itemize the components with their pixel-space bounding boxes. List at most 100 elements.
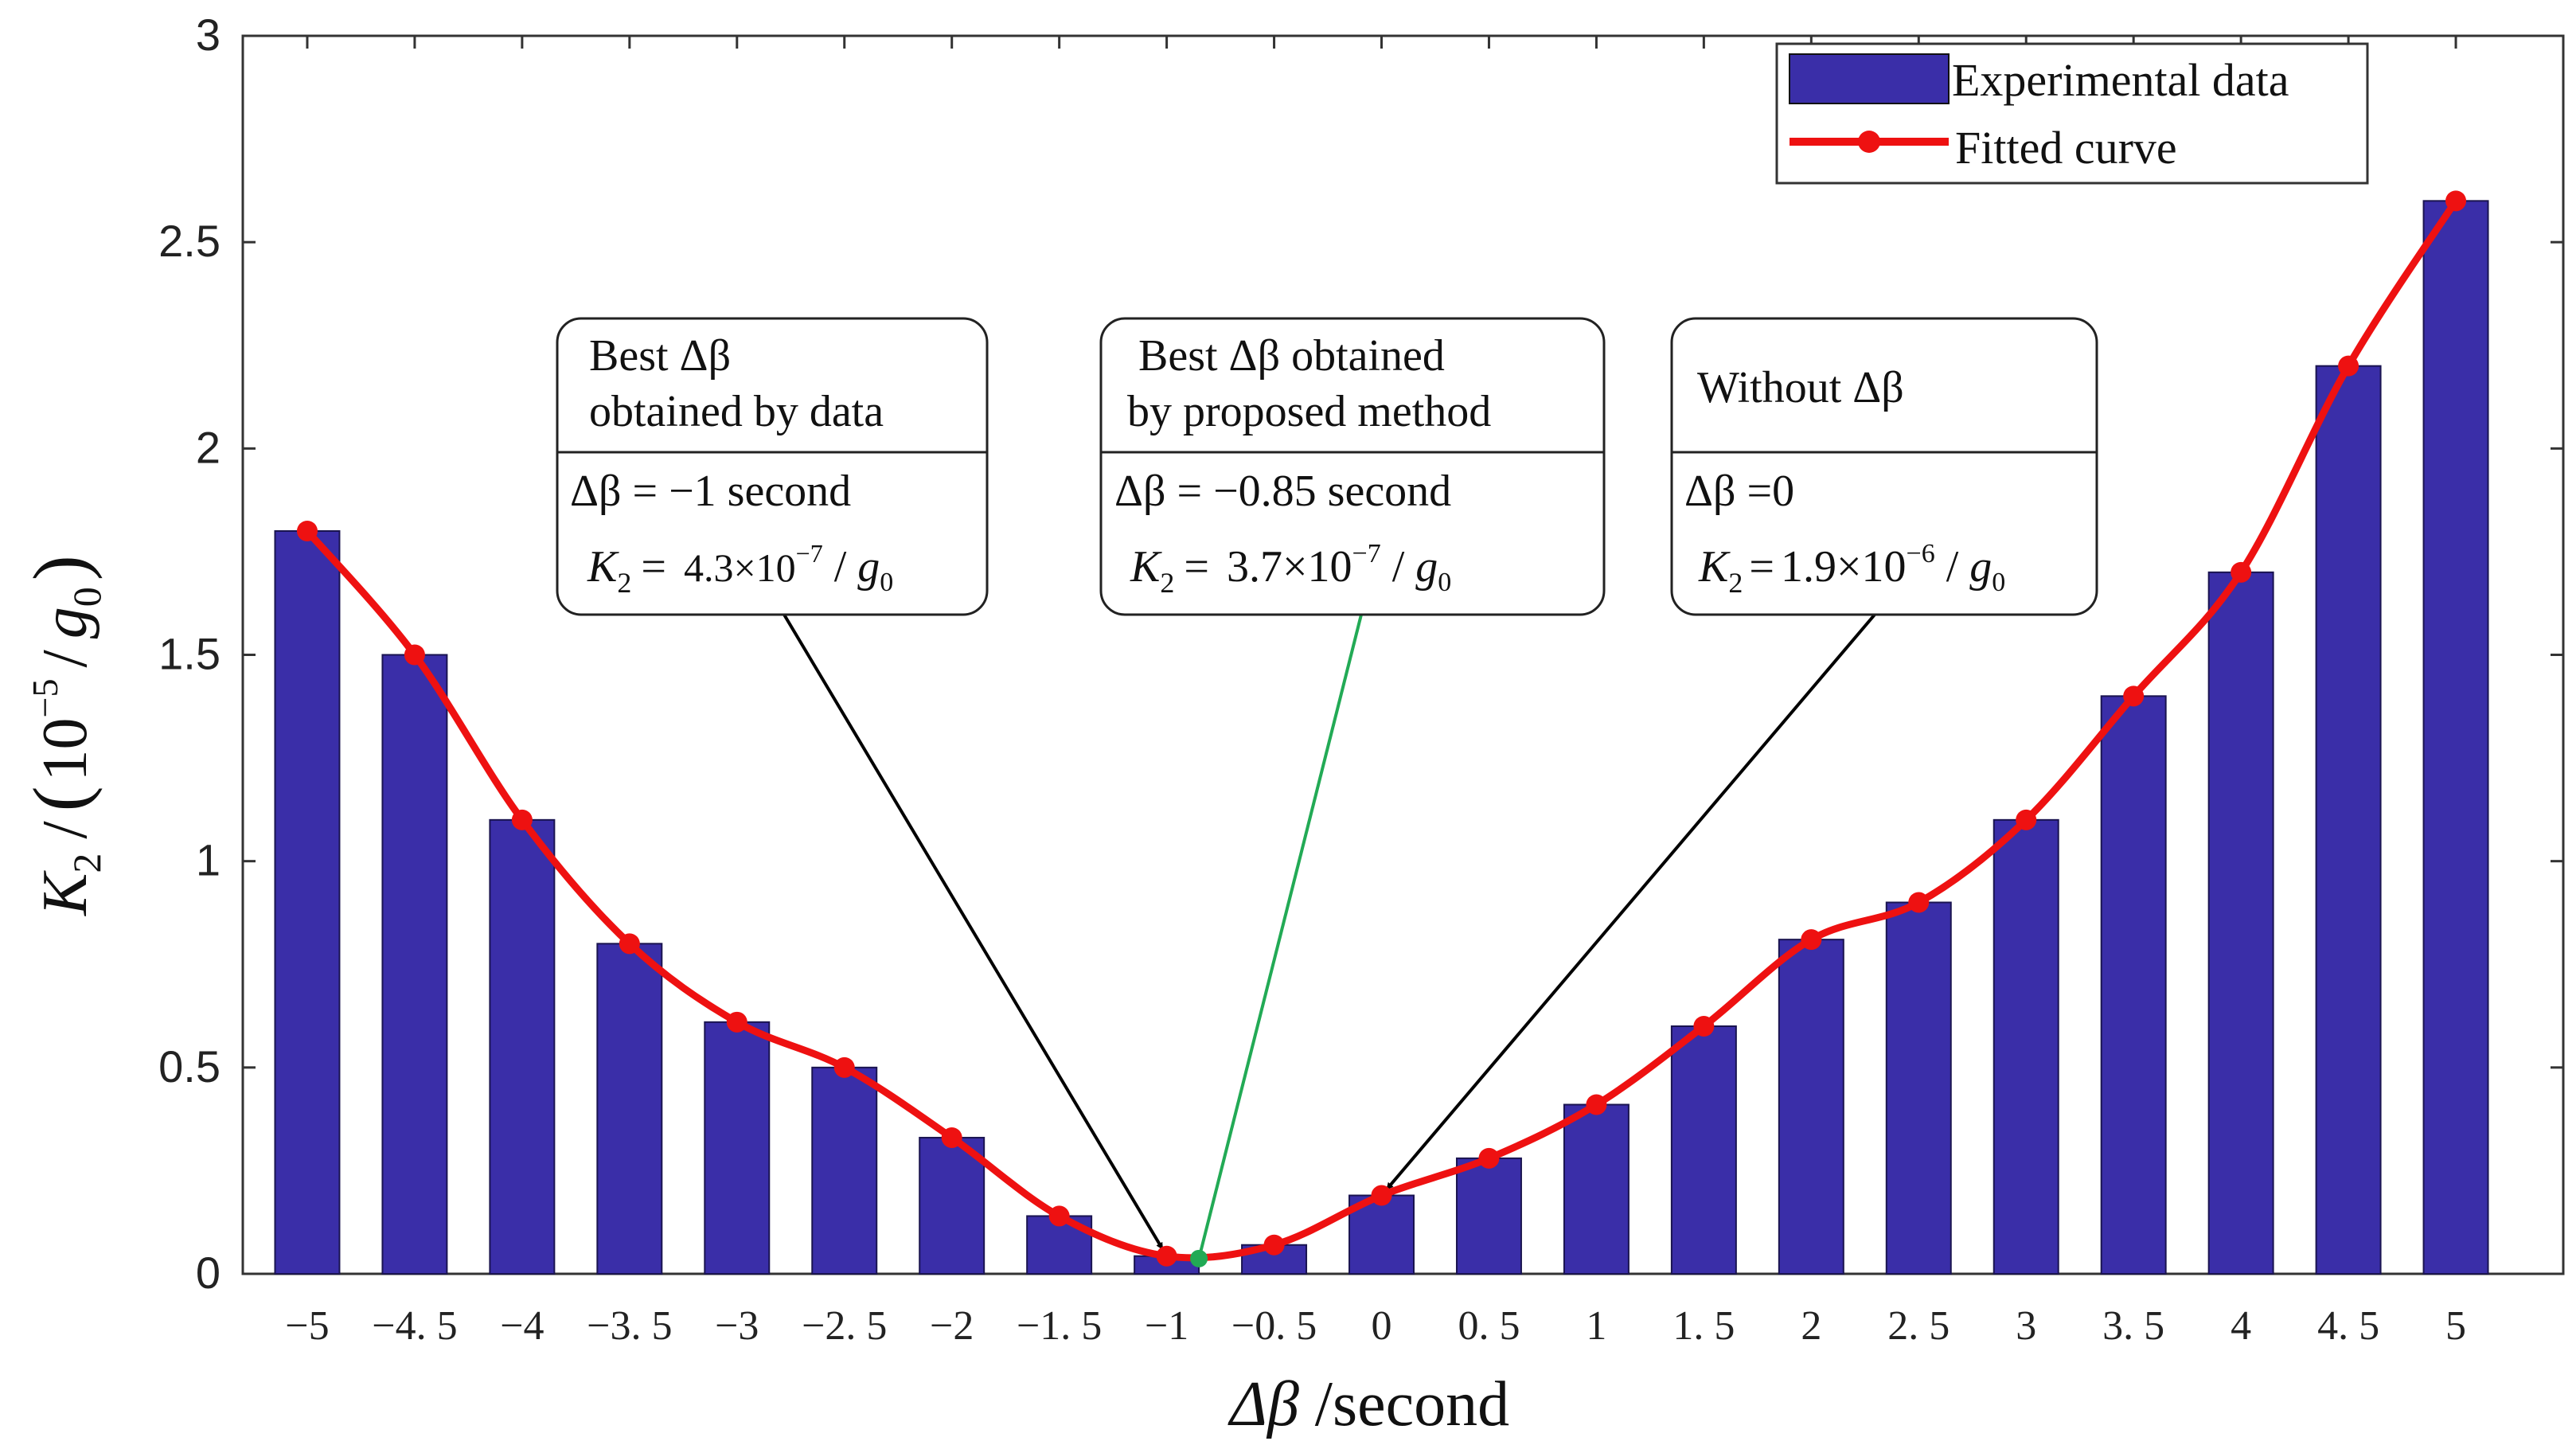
fitted-curve-marker	[2338, 355, 2359, 377]
y-tick-label: 2.5	[158, 216, 221, 266]
x-tick-label: 3. 5	[2102, 1303, 2164, 1349]
annotation-without-delta-beta: Without Δβ Δβ =0 K2 = 1.9×10−6 /g0	[1670, 317, 2098, 616]
bar	[1778, 939, 1844, 1275]
k-mantissa: 1.9×10	[1781, 542, 1907, 592]
legend-marker-swatch	[1858, 131, 1880, 153]
legend: Experimental data Fitted curve	[1775, 42, 2369, 185]
annotation-arrow	[783, 613, 1165, 1251]
annotation-k-value: K2 = 4.3×10−7 /g0	[587, 539, 893, 599]
y-tick-label: 1.5	[158, 629, 221, 679]
annotation-value: Δβ = −0.85 second	[1114, 467, 1451, 516]
y-axis-base: 10	[30, 717, 100, 781]
x-tick-label: 5	[2445, 1303, 2466, 1349]
k-divide: /	[1392, 542, 1405, 592]
g-subscript: 0	[1992, 568, 2005, 597]
k-subscript: 2	[1160, 567, 1174, 599]
k-mantissa: 3.7×10	[1227, 542, 1352, 592]
x-tick-label: 1. 5	[1672, 1303, 1735, 1349]
x-axis-delta-beta: Δβ	[1228, 1369, 1299, 1439]
g-symbol: g	[857, 542, 880, 592]
k-exponent: −7	[796, 539, 823, 568]
bar	[596, 943, 663, 1275]
annotation-k-value: K2 = 1.9×10−6 /g0	[1698, 539, 2005, 599]
y-axis-paren-open: (	[18, 786, 103, 811]
best-point-marker	[1190, 1249, 1208, 1267]
y-axis-g: g	[30, 607, 100, 639]
x-axis-unit: /second	[1315, 1369, 1509, 1439]
bar	[704, 1021, 771, 1275]
y-tick-label: 0	[196, 1248, 221, 1298]
k-subscript: 2	[617, 567, 631, 599]
fitted-curve-marker	[296, 521, 318, 541]
y-axis-slash: /	[30, 821, 100, 839]
legend-label-fitted: Fitted curve	[1955, 122, 2177, 174]
x-tick-label: 1	[1586, 1303, 1606, 1349]
g-symbol: g	[1969, 542, 1992, 592]
annotation-best-by-method: Best Δβ obtained by proposed method Δβ =…	[1099, 317, 1606, 616]
x-tick-label: −1. 5	[1017, 1303, 1102, 1349]
fitted-curve-marker	[511, 809, 533, 830]
k-mantissa: 4.3×10	[684, 545, 796, 590]
annotation-title-line1: Best Δβ	[589, 331, 731, 381]
legend-bar-swatch	[1789, 53, 1950, 104]
x-tick-label: 2. 5	[1887, 1303, 1950, 1349]
annotation-arrows	[783, 613, 1876, 1259]
annotation-k-value: K2 = 3.7×10−7 /g0	[1130, 539, 1451, 599]
x-tick-label: −5	[285, 1303, 329, 1349]
fitted-curve-marker	[2445, 190, 2467, 212]
bar	[2100, 695, 2167, 1275]
g-symbol: g	[1415, 542, 1438, 592]
k-symbol: K	[1698, 542, 1731, 592]
k-symbol: K	[1130, 542, 1162, 592]
k-symbol: K	[587, 542, 619, 592]
annotation-value: Δβ =0	[1684, 467, 1794, 516]
fitted-curve-marker	[2231, 561, 2252, 583]
y-axis-paren-close: )	[18, 555, 103, 580]
annotation-best-by-data: Best Δβ obtained by data Δβ = −1 second …	[556, 317, 989, 616]
k-equals: =	[641, 542, 666, 592]
x-tick-label: 0	[1372, 1303, 1392, 1349]
fitted-curve-marker	[1908, 892, 1930, 913]
y-tick-label: 1	[196, 835, 221, 885]
fitted-curve-marker	[1801, 929, 1822, 951]
annotation-arrow	[1385, 613, 1876, 1191]
annotation-title-line1: Best Δβ obtained	[1138, 331, 1445, 381]
annotation-box	[1670, 317, 2098, 616]
y-axis-title: K2 / (10−5 / g0)	[18, 555, 109, 916]
fitted-curve-marker	[1478, 1147, 1500, 1169]
k-equals: =	[1749, 542, 1774, 592]
k-equals: =	[1184, 542, 1209, 592]
bar	[1670, 1025, 1737, 1275]
x-tick-label: −0. 5	[1231, 1303, 1317, 1349]
x-tick-label: 4. 5	[2317, 1303, 2379, 1349]
bar-series	[274, 200, 2489, 1275]
legend-label-experimental: Experimental data	[1952, 54, 2289, 106]
x-tick-label: −3	[715, 1303, 759, 1349]
fitted-curve-marker	[1371, 1185, 1392, 1206]
fitted-curve-series	[296, 190, 2467, 1267]
x-tick-label: −2. 5	[802, 1303, 887, 1349]
fitted-curve-marker	[404, 644, 425, 666]
fitted-curve-marker	[1156, 1245, 1177, 1267]
g-subscript: 0	[1438, 568, 1451, 597]
x-tick-label: −3. 5	[587, 1303, 672, 1349]
fitted-curve-marker	[1048, 1205, 1070, 1227]
x-tick-label: −1	[1145, 1303, 1188, 1349]
fitted-curve-marker	[2016, 809, 2037, 830]
bar	[1992, 818, 2059, 1275]
annotation-title-line1: Without Δβ	[1697, 363, 1904, 412]
bar	[919, 1136, 986, 1275]
fitted-curve-marker	[1263, 1234, 1285, 1256]
fitted-curve-marker	[1693, 1016, 1715, 1037]
annotation-box	[1099, 317, 1606, 616]
y-tick-label: 2	[196, 422, 221, 472]
x-tick-label: 3	[2016, 1303, 2036, 1349]
x-tick-label: −4	[500, 1303, 544, 1349]
y-axis-exponent: −5	[25, 678, 65, 717]
y-axis-k-subscript: 2	[64, 853, 109, 873]
bar	[1563, 1103, 1630, 1275]
annotation-title-line2: obtained by data	[589, 387, 884, 436]
bar	[489, 818, 556, 1275]
tick-labels: 0 0.5 1 1.5 2 2.5 3 −5 −4. 5 −4 −3. 5 −3 −2. 5 −2 −1. …	[158, 10, 2466, 1349]
